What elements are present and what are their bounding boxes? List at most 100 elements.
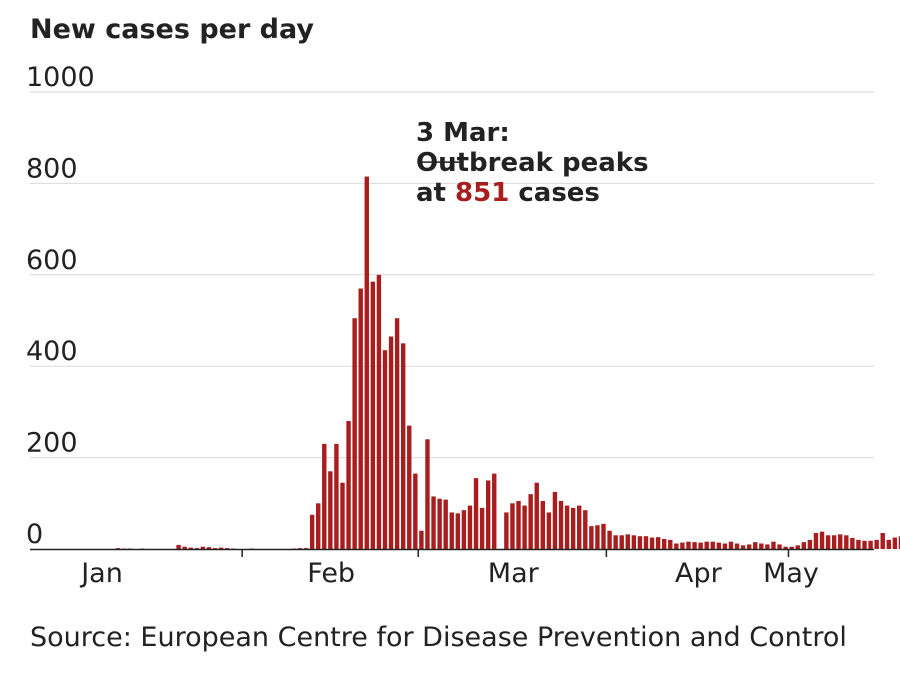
- bar: [831, 535, 837, 549]
- bar: [892, 537, 898, 549]
- bar: [856, 539, 861, 549]
- bar: [807, 539, 813, 549]
- bar: [698, 542, 703, 549]
- bar: [577, 505, 582, 549]
- bar: [746, 544, 752, 549]
- bar: [631, 535, 637, 549]
- bar: [637, 536, 643, 549]
- bar: [662, 538, 667, 549]
- bar: [485, 480, 491, 549]
- bar: [686, 541, 691, 549]
- bar: [370, 281, 376, 549]
- bar: [552, 491, 558, 550]
- bar: [376, 274, 382, 549]
- bar: [607, 530, 612, 549]
- bar: [771, 541, 776, 549]
- bar: [467, 505, 473, 549]
- bar: [224, 548, 230, 549]
- bar: [728, 541, 734, 549]
- bar: [643, 536, 649, 549]
- bar: [200, 546, 206, 549]
- source-note: Source: European Centre for Disease Prev…: [30, 622, 847, 653]
- bars: [115, 176, 900, 550]
- bar: [874, 539, 879, 549]
- bar: [473, 478, 479, 549]
- bar: [862, 540, 867, 549]
- bar: [674, 543, 679, 549]
- bar: [194, 548, 200, 549]
- bar: [838, 534, 843, 549]
- bar: [334, 443, 339, 549]
- bar: [649, 537, 655, 549]
- bar: [734, 543, 740, 549]
- bar: [449, 512, 454, 549]
- x-tick-label: Apr: [675, 558, 723, 589]
- bar: [801, 542, 807, 549]
- bar: [346, 421, 351, 549]
- bar: [492, 473, 497, 549]
- bar: [813, 533, 819, 549]
- bar: [176, 544, 181, 549]
- bar: [437, 498, 442, 549]
- bar: [188, 547, 193, 549]
- annotation-peak-value: 851: [455, 178, 509, 208]
- y-tick-label: 1000: [26, 62, 95, 93]
- chart-title: New cases per day: [30, 14, 315, 45]
- annotation-date: 3 Mar:: [416, 118, 510, 148]
- x-tick-label: Jan: [79, 558, 123, 589]
- bar: [528, 494, 533, 549]
- gridlines: [30, 91, 874, 459]
- bar: [765, 544, 770, 549]
- bar: [722, 543, 728, 549]
- bar: [431, 496, 436, 549]
- bar: [753, 542, 758, 549]
- annotation-detail: at 851 cases: [416, 178, 600, 208]
- bar: [777, 544, 782, 549]
- bar: [583, 510, 588, 549]
- bar: [479, 507, 485, 549]
- bar: [400, 343, 406, 549]
- bar: [868, 540, 873, 549]
- bar: [516, 501, 521, 549]
- bar: [316, 503, 321, 549]
- bar: [886, 539, 891, 549]
- bar: [382, 350, 388, 549]
- bar: [413, 473, 418, 549]
- bar: [388, 336, 394, 549]
- bar: [425, 439, 430, 549]
- bar: [297, 548, 303, 549]
- bar: [558, 501, 564, 549]
- bar: [589, 526, 594, 549]
- bar: [613, 535, 618, 549]
- bar: [655, 537, 661, 549]
- bar: [212, 548, 218, 549]
- bar: [358, 288, 363, 549]
- bar: [740, 545, 746, 549]
- bar: [522, 505, 527, 549]
- bar: [206, 547, 212, 549]
- bar: [455, 513, 461, 549]
- x-axis: Jan Feb Mar Apr May: [30, 548, 874, 589]
- bar: [328, 471, 333, 549]
- bar: [795, 545, 800, 549]
- bar: [601, 523, 606, 549]
- bar: [564, 505, 570, 549]
- bar: [419, 530, 424, 549]
- bar: [534, 482, 539, 549]
- bar: [819, 531, 825, 549]
- bar: [625, 534, 630, 549]
- bar: [619, 535, 624, 549]
- bar: [704, 541, 709, 549]
- bar: [352, 318, 357, 549]
- bar: [461, 510, 467, 549]
- bar: [680, 542, 685, 549]
- bar: [364, 176, 369, 550]
- y-tick-label: 0: [26, 519, 43, 550]
- y-tick-label: 600: [26, 245, 78, 276]
- x-tick-label: Feb: [307, 558, 355, 589]
- y-tick-label: 800: [26, 153, 78, 184]
- bar: [710, 541, 715, 549]
- bar: [825, 535, 831, 549]
